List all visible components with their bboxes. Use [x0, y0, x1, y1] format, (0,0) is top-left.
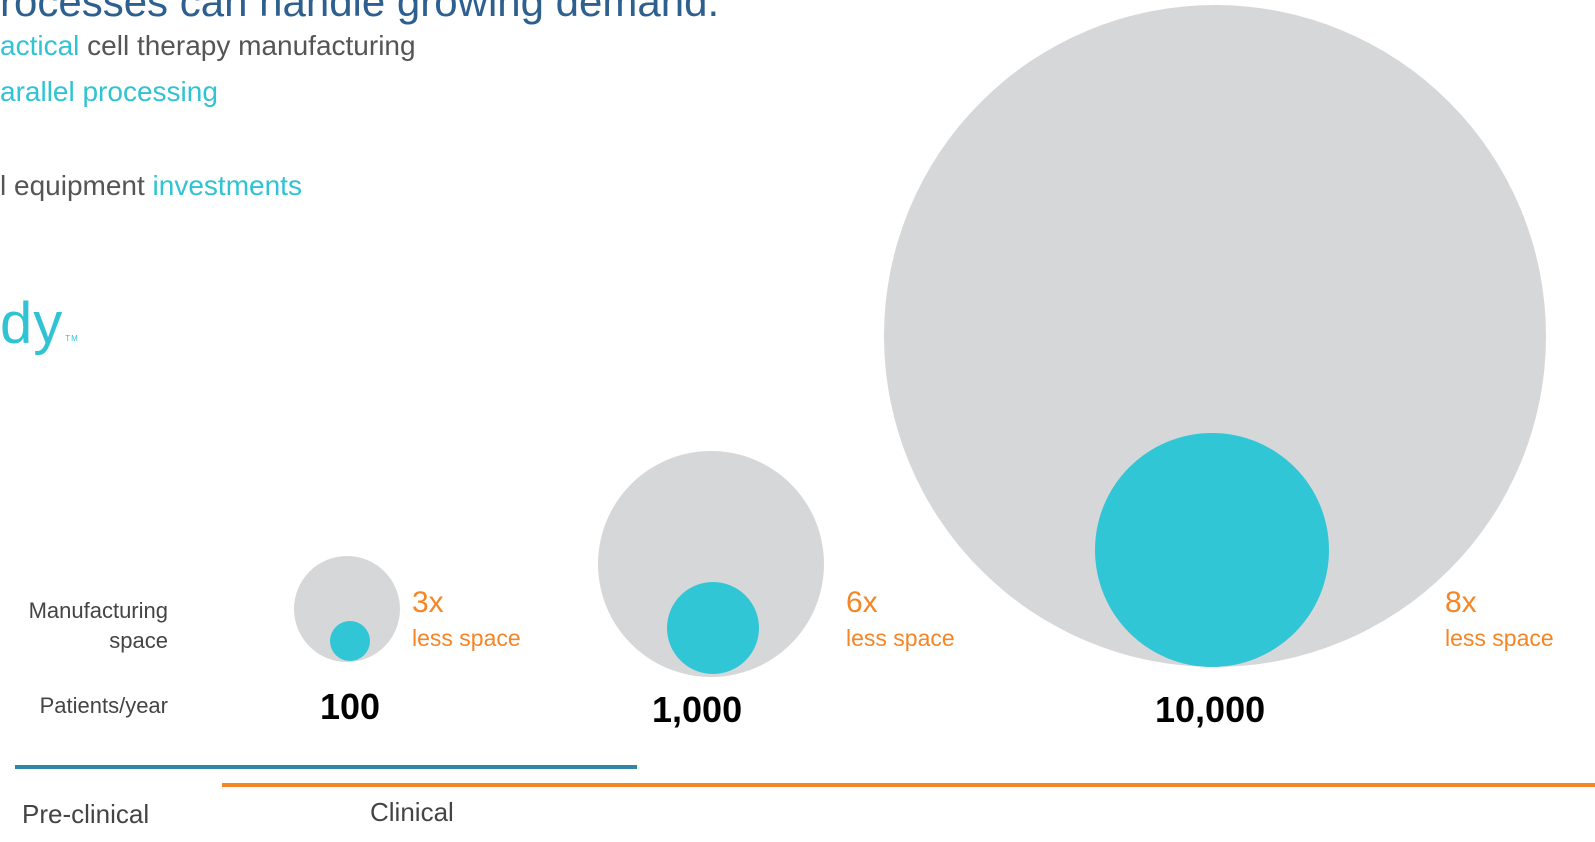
bullet-2: arallel processing — [0, 76, 218, 108]
multiplier-100: 3x — [412, 586, 444, 619]
manufacturing-space-label-line2: space — [109, 628, 168, 653]
reduced-space-circle-10000 — [1095, 433, 1329, 667]
bullet-2-accent: arallel processing — [0, 76, 218, 107]
patients-value-1000: 1,000 — [652, 689, 743, 730]
less-space-caption-1000: less space — [846, 625, 955, 651]
clinical-phase-label: Clinical — [370, 797, 454, 827]
patients-value-100: 100 — [320, 686, 381, 727]
bullet-3: l equipment investments — [0, 170, 302, 202]
preclinical-phase-line — [15, 765, 637, 769]
less-space-caption-100: less space — [412, 625, 521, 651]
multiplier-1000: 6x — [846, 586, 878, 619]
bullet-3-accent: investments — [152, 170, 302, 201]
reduced-space-circle-1000 — [667, 582, 759, 674]
bullet-1-accent: actical — [0, 30, 80, 61]
brand-logo: dy TM — [0, 290, 79, 357]
clinical-phase-line — [222, 783, 1595, 787]
slide-heading: rocesses can handle growing demand. — [0, 0, 720, 25]
trademark-mark: TM — [65, 334, 79, 343]
patients-per-year-label: Patients/year — [39, 693, 168, 718]
multiplier-10000: 8x — [1445, 586, 1477, 619]
preclinical-phase-label: Pre-clinical — [22, 799, 150, 829]
manufacturing-space-label: Manufacturing space — [29, 596, 168, 656]
bullet-1: actical cell therapy manufacturing — [0, 30, 416, 62]
less-space-caption-10000: less space — [1445, 625, 1554, 651]
brand-logo-text: dy — [0, 291, 64, 356]
patients-value-10000: 10,000 — [1155, 689, 1266, 730]
bullet-1-text: cell therapy manufacturing — [79, 30, 416, 61]
reduced-space-circle-100 — [330, 621, 370, 661]
bullet-3-text: l equipment — [0, 170, 153, 201]
manufacturing-space-label-line1: Manufacturing — [28, 598, 168, 623]
